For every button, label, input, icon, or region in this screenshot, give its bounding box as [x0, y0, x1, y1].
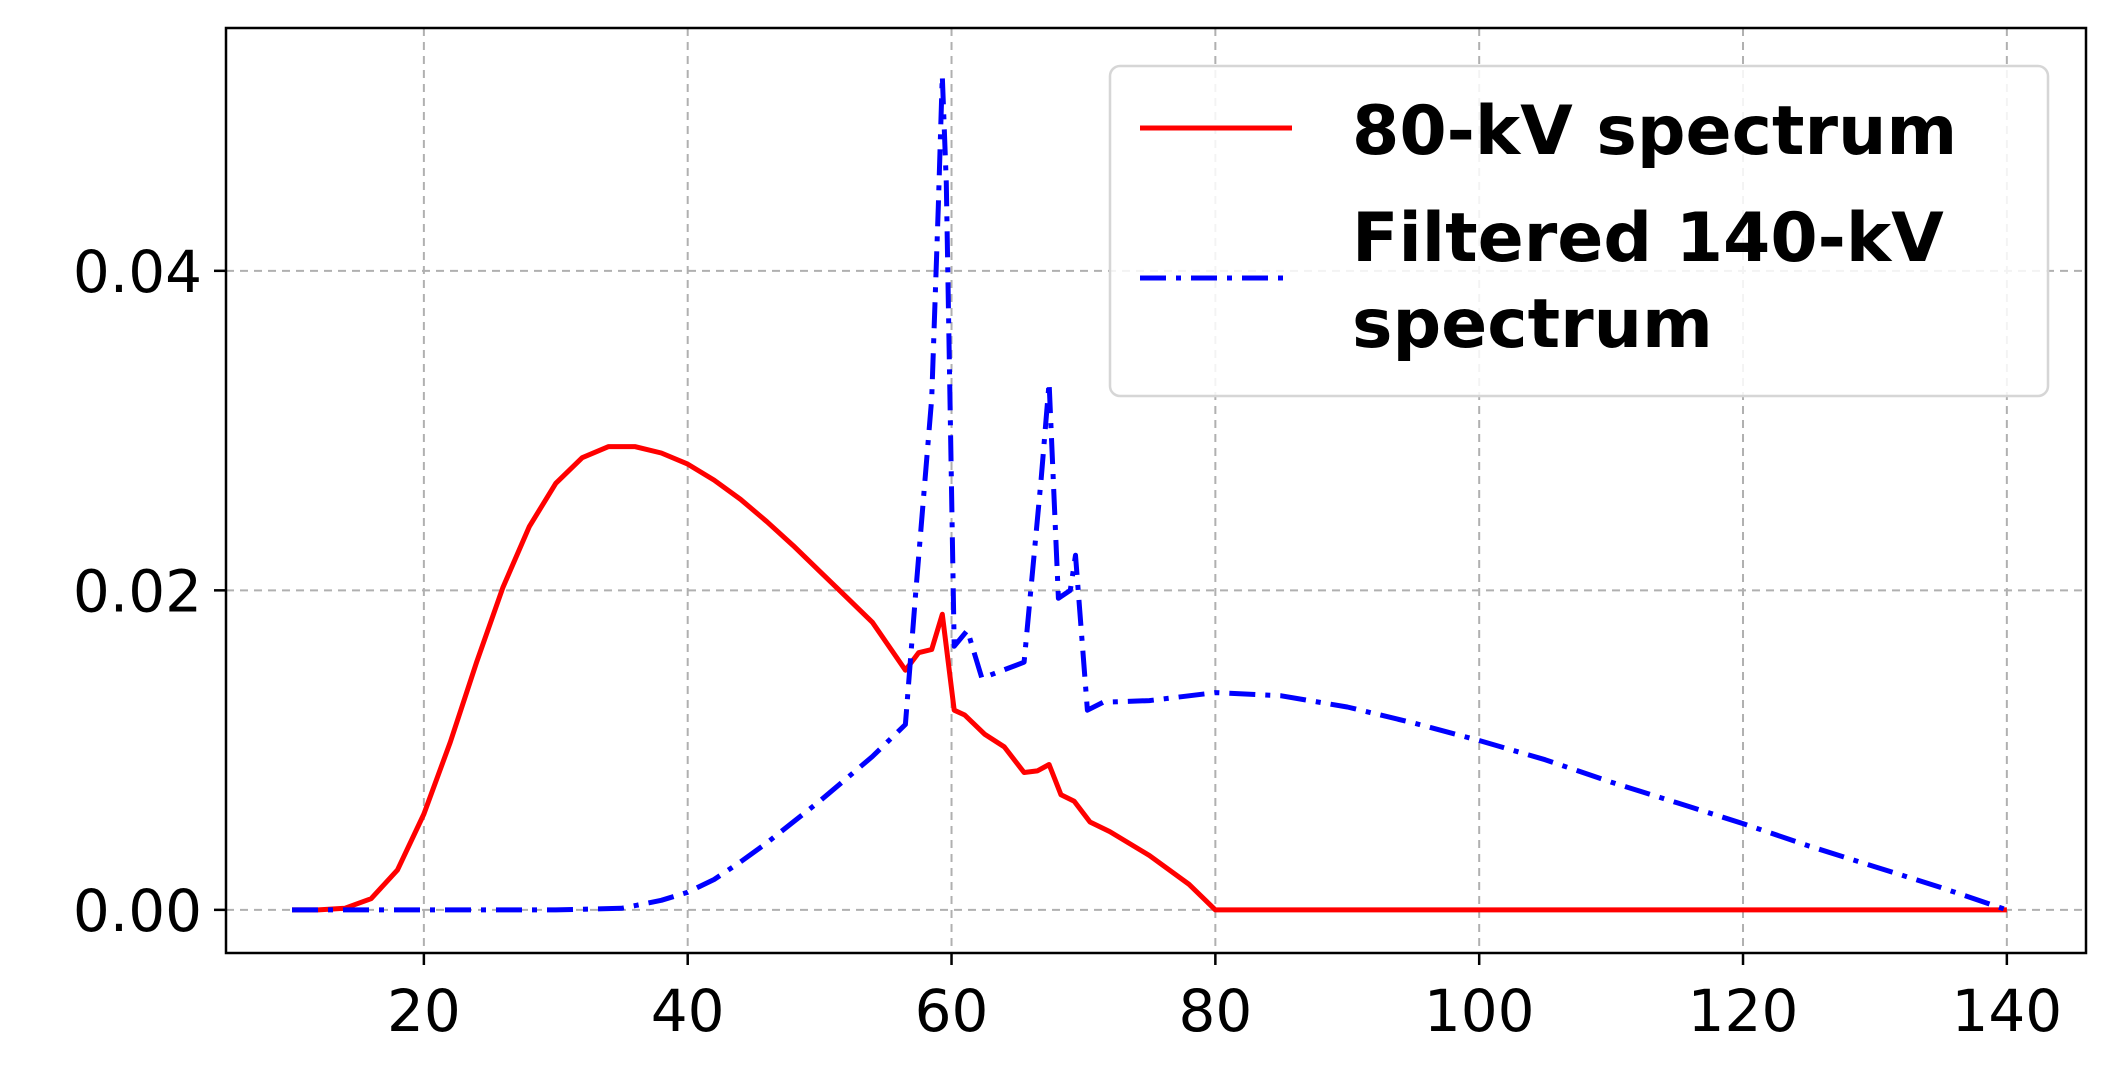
x-tick-label: 120: [1688, 977, 1799, 1045]
axis-ticks: 20 40 60 80 100 120 140 0.00 0.02 0.04: [73, 238, 2062, 1045]
plot-frame: [224, 26, 2088, 955]
x-tick-label: 100: [1424, 977, 1535, 1045]
legend-box: [1108, 64, 2050, 398]
series-line-80kv: [292, 444, 2007, 913]
x-tick-label: 20: [387, 977, 461, 1045]
legend-label: Filtered 140-kV: [1352, 199, 1944, 278]
series-layer: [292, 73, 2008, 913]
y-tick-label: 0.02: [73, 557, 202, 625]
x-tick-label: 140: [1951, 977, 2062, 1045]
y-tick-label: 0.04: [73, 238, 202, 306]
legend-label: 80-kV spectrum: [1352, 92, 1957, 171]
x-tick-label: 60: [915, 977, 989, 1045]
series-line-filtered-140kv: [292, 73, 2008, 913]
legend-label: spectrum: [1352, 285, 1713, 364]
x-tick-label: 40: [651, 977, 725, 1045]
x-tick-label: 80: [1178, 977, 1252, 1045]
y-tick-label: 0.00: [73, 877, 202, 945]
